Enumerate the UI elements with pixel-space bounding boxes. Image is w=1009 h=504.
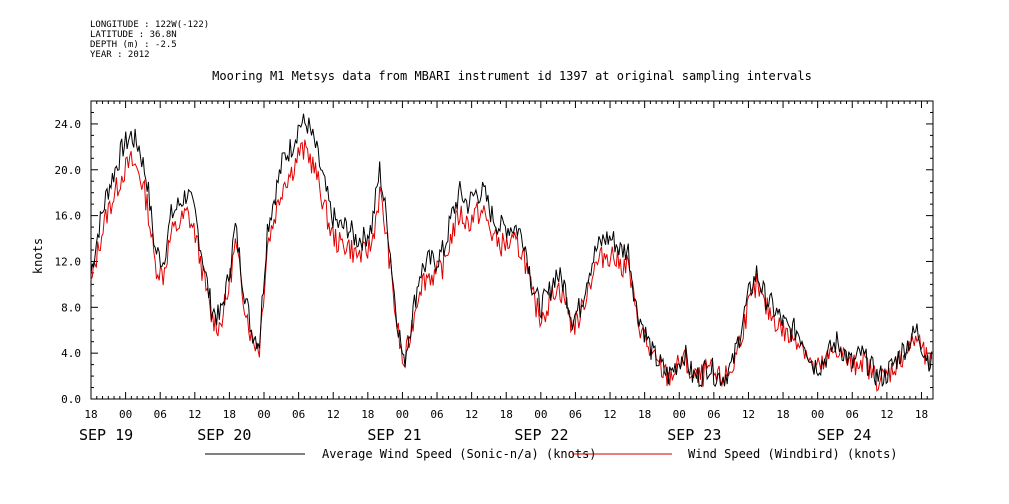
chart-title: Mooring M1 Metsys data from MBARI instru… (212, 69, 812, 83)
x-day-label: SEP 22 (514, 426, 568, 444)
x-hour-tick-label: 18 (915, 408, 928, 421)
x-hour-tick-label: 18 (638, 408, 651, 421)
y-tick-label: 20.0 (55, 164, 82, 177)
x-hour-tick-label: 06 (430, 408, 443, 421)
series-line-windbird (90, 139, 933, 392)
x-hour-tick-label: 18 (776, 408, 789, 421)
x-day-label: SEP 20 (197, 426, 251, 444)
legend-label-red: Wind Speed (Windbird) (knots) (688, 447, 898, 461)
x-hour-tick-label: 06 (292, 408, 305, 421)
legend-label-black: Average Wind Speed (Sonic-n/a) (knots) (322, 447, 597, 461)
x-hour-tick-label: 00 (396, 408, 409, 421)
x-hour-tick-label: 18 (223, 408, 236, 421)
x-day-label: SEP 21 (367, 426, 421, 444)
x-hour-tick-label: 00 (673, 408, 686, 421)
y-tick-label: 8.0 (61, 301, 81, 314)
plot-area: 0.0 4.0 8.0 12.0 16.0 20.0 24.0 18 00 06 12 18 00 06 1… (55, 100, 934, 444)
x-hour-tick-label: 12 (742, 408, 755, 421)
metadata-block: LONGITUDE : 122W(-122) LATITUDE : 36.8N … (90, 20, 209, 60)
x-hour-tick-label: 06 (569, 408, 582, 421)
x-hour-tick-label: 18 (84, 408, 97, 421)
year-text: YEAR : 2012 (90, 50, 150, 60)
legend: Average Wind Speed (Sonic-n/a) (knots) W… (205, 447, 898, 461)
depth-text: DEPTH (m) : -2.5 (90, 40, 177, 50)
x-hour-tick-label: 12 (465, 408, 478, 421)
x-day-label: SEP 23 (667, 426, 721, 444)
y-tick-label: 24.0 (55, 118, 82, 131)
x-hour-tick-label: 06 (846, 408, 859, 421)
x-hour-tick-label: 00 (257, 408, 270, 421)
x-hour-tick-label: 06 (154, 408, 167, 421)
series-line-sonic (90, 113, 933, 388)
x-hour-tick-label: 00 (534, 408, 547, 421)
y-axis-label: knots (31, 238, 45, 274)
x-day-label: SEP 19 (79, 426, 133, 444)
x-hour-tick-label: 18 (500, 408, 513, 421)
x-hour-tick-label: 00 (119, 408, 132, 421)
x-hour-tick-label: 06 (707, 408, 720, 421)
x-hour-tick-label: 00 (811, 408, 824, 421)
y-tick-label: 12.0 (55, 255, 82, 268)
x-hour-tick-label: 12 (603, 408, 616, 421)
x-hour-tick-label: 12 (188, 408, 201, 421)
y-tick-label: 16.0 (55, 210, 82, 223)
x-day-label: SEP 24 (817, 426, 871, 444)
y-tick-label: 4.0 (61, 347, 81, 360)
longitude-text: LONGITUDE : 122W(-122) (90, 20, 210, 30)
latitude-text: LATITUDE : 36.8N (90, 30, 177, 40)
x-hour-tick-label: 12 (880, 408, 893, 421)
x-hour-tick-label: 12 (327, 408, 340, 421)
x-hour-tick-label: 18 (361, 408, 374, 421)
y-tick-label: 0.0 (61, 393, 81, 406)
